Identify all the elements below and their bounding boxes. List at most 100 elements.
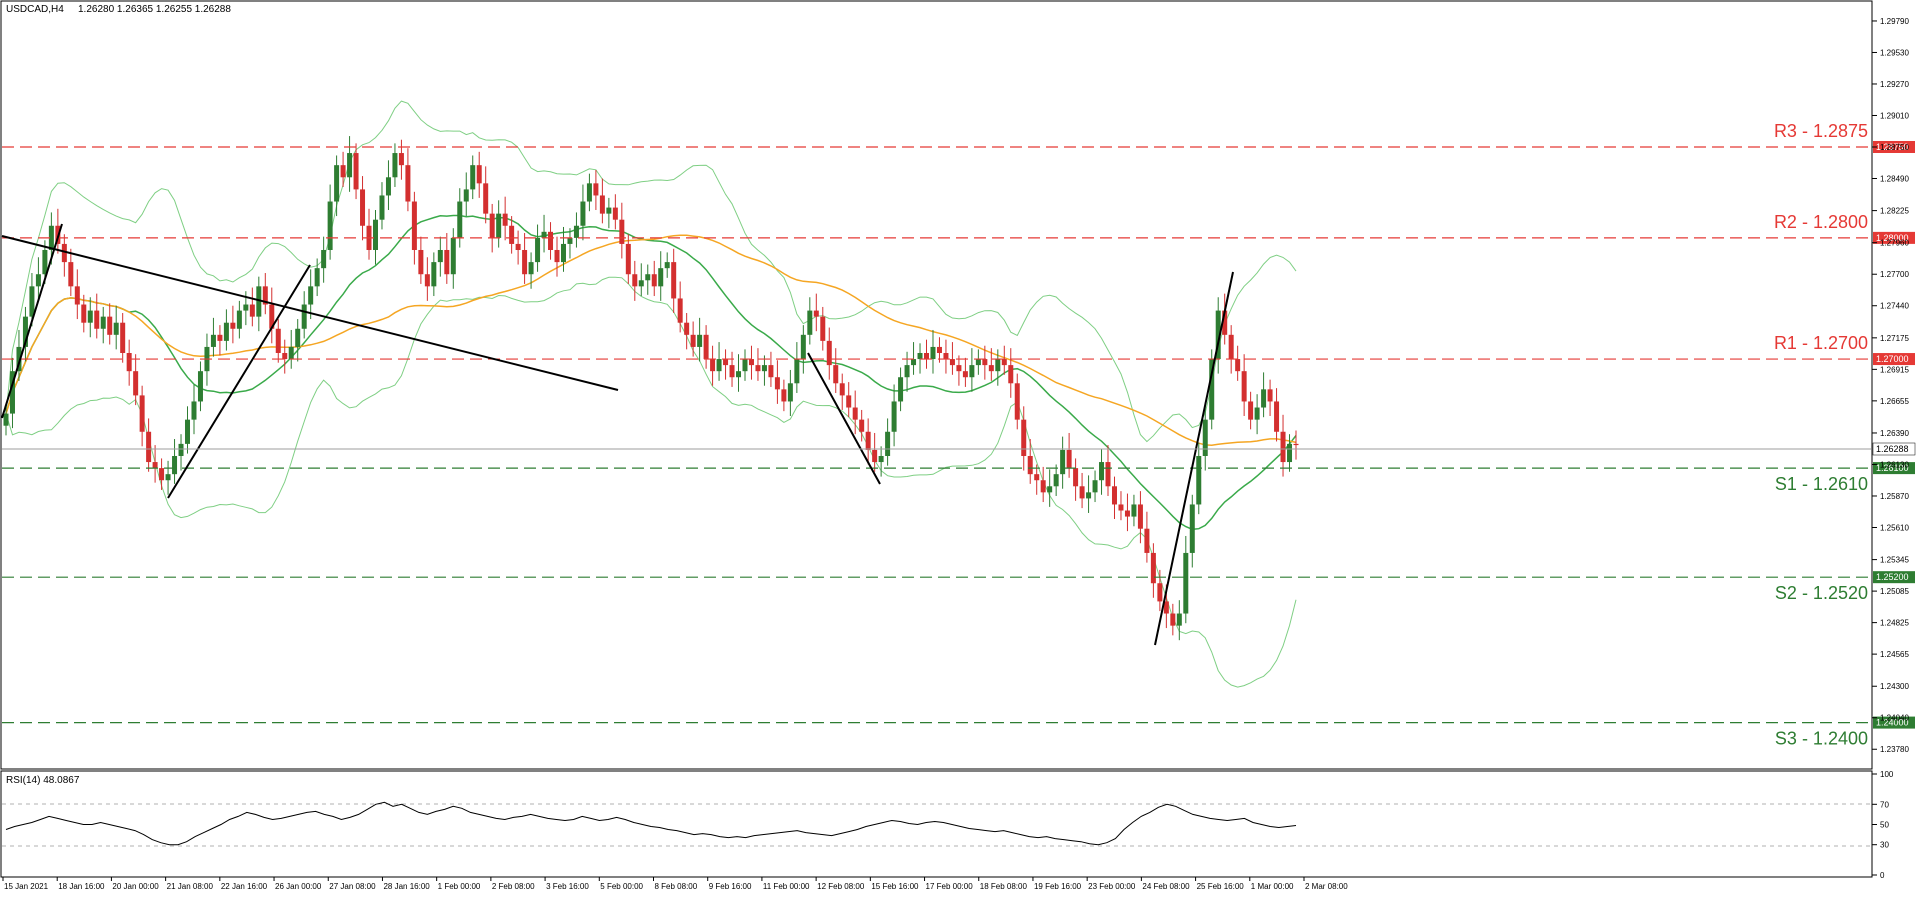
candle-body <box>146 431 152 463</box>
candle-body <box>619 219 625 244</box>
candle-body <box>288 346 294 360</box>
candle-body <box>210 334 216 347</box>
price-axis-label: 1.28750 <box>1880 143 1909 152</box>
time-axis-label: 12 Feb 08:00 <box>817 882 865 891</box>
candle-body <box>677 298 683 323</box>
price-axis-label: 1.26915 <box>1880 365 1909 374</box>
candle-body <box>411 201 417 250</box>
current-price-tag <box>1872 442 1916 456</box>
ohlc-readout: 1.26280 1.26365 1.26255 1.26288 <box>78 4 231 15</box>
time-axis-label: 15 Feb 16:00 <box>871 882 919 891</box>
price-axis-label: 1.27440 <box>1880 302 1909 311</box>
level-label-2: R1 - 1.2700 <box>1774 333 1868 353</box>
candle-body <box>1163 601 1169 614</box>
time-axis-label: 17 Feb 00:00 <box>926 882 974 891</box>
candle-body <box>839 383 845 396</box>
candle-body <box>859 419 865 432</box>
candle-body <box>1027 455 1033 475</box>
candle-body <box>548 231 554 250</box>
price-axis-label: 1.25085 <box>1880 587 1909 596</box>
current-price-value: 1.26288 <box>1876 444 1909 454</box>
time-axis-label: 5 Feb 00:00 <box>600 882 643 891</box>
candle-body <box>159 468 165 481</box>
level-price-tag-5 <box>1873 716 1915 729</box>
candle-body <box>645 274 651 281</box>
candle-body <box>1021 419 1027 456</box>
candle-body <box>988 365 994 372</box>
candle-body <box>1280 431 1286 463</box>
candle-body <box>1073 468 1079 487</box>
candle-body <box>502 213 508 226</box>
candle-body <box>1261 389 1267 408</box>
candle-body <box>1189 504 1195 553</box>
candle-body <box>269 304 275 329</box>
trendline-3 <box>807 352 881 485</box>
candle-body <box>729 365 735 378</box>
rsi-indicator: 100 70 50 30 0 <box>5 770 1894 880</box>
candle-body <box>418 249 424 275</box>
candle-body <box>1040 480 1046 493</box>
candle-body <box>690 334 696 347</box>
candle-body <box>573 225 579 238</box>
candle-body <box>172 455 178 475</box>
price-axis-label: 1.27175 <box>1880 334 1909 343</box>
candlesticks <box>3 136 1299 641</box>
candle-body <box>327 201 333 250</box>
candle-body <box>42 249 48 275</box>
price-axis: 1.29790 1.29530 1.29270 1.29010 1.28750 1.284… <box>1872 17 1909 754</box>
candle-body <box>392 153 398 178</box>
candle-body <box>651 274 657 287</box>
candle-body <box>35 274 41 287</box>
time-axis-label: 18 Feb 08:00 <box>980 882 1028 891</box>
price-axis-label: 1.28225 <box>1880 207 1909 216</box>
candle-body <box>178 443 184 456</box>
candle-body <box>697 334 703 347</box>
price-axis-label: 1.25345 <box>1880 556 1909 565</box>
candle-body <box>813 310 819 317</box>
candle-body <box>1001 359 1007 366</box>
price-axis-label: 1.24300 <box>1880 682 1909 691</box>
time-axis-label: 26 Jan 00:00 <box>275 882 322 891</box>
candle-body <box>1183 552 1189 614</box>
candle-body <box>956 365 962 372</box>
candle-body <box>554 249 560 263</box>
candle-body <box>1215 310 1221 360</box>
candle-body <box>638 280 644 287</box>
candle-body <box>81 304 87 323</box>
rsi-axis-label: 0 <box>1880 871 1885 880</box>
candle-body <box>885 431 891 456</box>
candle-body <box>703 334 709 360</box>
candle-body <box>321 249 327 269</box>
candle-body <box>606 207 612 214</box>
candle-body <box>295 328 301 347</box>
candle-body <box>463 189 469 202</box>
candle-body <box>437 249 443 263</box>
candle-body <box>1092 480 1098 493</box>
time-axis-label: 9 Feb 16:00 <box>709 882 752 891</box>
candle-body <box>723 359 729 366</box>
candle-body <box>807 310 813 335</box>
candle-body <box>372 219 378 250</box>
candle-body <box>3 413 9 426</box>
candle-body <box>671 262 677 299</box>
candle-body <box>820 316 826 341</box>
time-axis: 15 Jan 2021 18 Jan 16:00 20 Jan 00:00 21 Ja… <box>2 877 1348 891</box>
candle-body <box>710 359 716 372</box>
candle-body <box>152 462 158 469</box>
level-price-tag-4 <box>1873 571 1915 584</box>
candle-body <box>360 189 366 226</box>
symbol-label: USDCAD,H4 <box>6 4 64 15</box>
candle-body <box>736 371 742 378</box>
candle-body <box>1099 462 1105 481</box>
time-axis-label: 23 Feb 00:00 <box>1088 882 1136 891</box>
candle-body <box>962 371 968 378</box>
candle-body <box>593 183 599 196</box>
candle-body <box>949 359 955 366</box>
candle-body <box>1118 504 1124 511</box>
rsi-axis-label: 100 <box>1880 770 1894 779</box>
main-pane-frame <box>0 0 1873 770</box>
candle-body <box>100 316 106 329</box>
candle-body <box>1222 310 1228 335</box>
